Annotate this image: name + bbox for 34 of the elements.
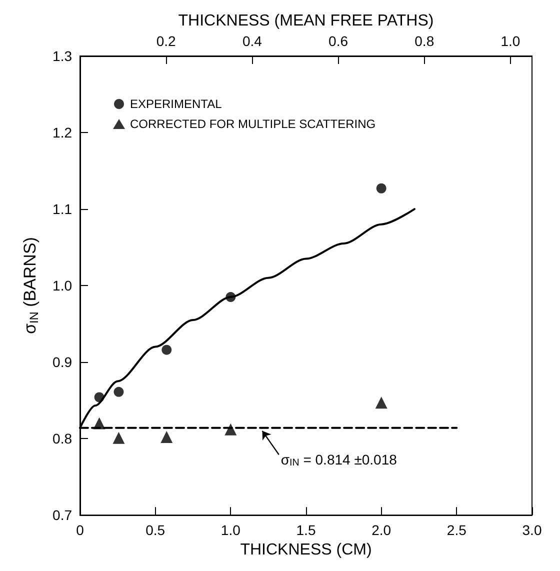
point (375, 396, 388, 409)
point (160, 431, 173, 444)
y-tick-label: 1.0 (52, 278, 72, 294)
y-axis-title: σIN (BARNS) (20, 237, 41, 334)
point (162, 344, 172, 355)
legend-label: CORRECTED FOR MULTIPLE SCATTERING (130, 117, 376, 131)
x2-axis-title: THICKNESS (MEAN FREE PATHS) (178, 12, 434, 30)
y-tick-label: 1.2 (52, 124, 72, 141)
y-tick-label: 0.8 (52, 430, 72, 447)
y-tick-label: 0.7 (52, 507, 72, 524)
point (226, 292, 236, 302)
y-tick-label: 0.9 (52, 354, 72, 370)
x-tick-label: 1.5 (296, 522, 316, 538)
point (94, 392, 104, 402)
x-tick-label: 1.0 (220, 522, 241, 538)
point (93, 417, 106, 430)
x-tick-label: 2.0 (372, 522, 392, 538)
x2-tick-label: 0.8 (414, 33, 434, 49)
x-axis-title: THICKNESS (CM) (240, 542, 372, 558)
point (224, 423, 237, 436)
y-tick-label: 1.1 (52, 201, 72, 218)
y-tick-label: 1.3 (52, 48, 72, 64)
x-tick-label: 3.0 (522, 522, 542, 538)
x-tick-label: 0 (76, 522, 84, 538)
point (112, 432, 125, 444)
legend-label: EXPERIMENTAL (130, 97, 222, 111)
point (376, 183, 386, 194)
x-tick-label: 0.5 (146, 522, 166, 538)
x2-tick-label: 1.0 (500, 33, 520, 49)
x2-tick-label: 0.4 (242, 33, 262, 49)
point (114, 386, 124, 397)
x-tick-label: 2.5 (446, 522, 467, 538)
x2-tick-label: 0.6 (328, 33, 348, 49)
x2-tick-label: 0.2 (156, 33, 176, 49)
